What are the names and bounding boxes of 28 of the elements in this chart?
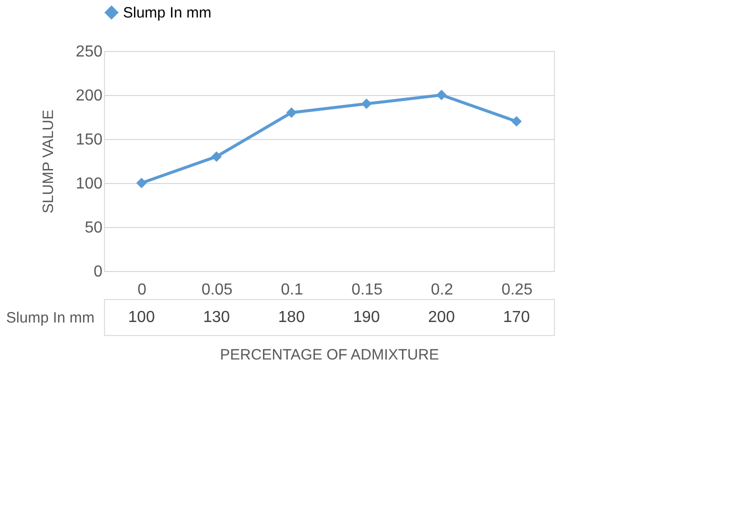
data-label: 180 (278, 309, 305, 326)
point (136, 178, 147, 188)
y-tick-label: 0 (94, 264, 103, 280)
y-tick-label: 100 (76, 176, 103, 192)
y-tick-label: 150 (76, 132, 103, 148)
x-axis-title: PERCENTAGE OF ADMIXTURE (220, 346, 439, 364)
y-tick-label: 250 (76, 44, 103, 60)
x-tick-label: 0.1 (280, 282, 304, 298)
point (361, 98, 372, 110)
x-tick-label: 0.15 (351, 282, 383, 298)
data-label: 170 (503, 309, 530, 326)
point (286, 107, 297, 118)
data-label: 130 (203, 309, 230, 326)
x-tick-label: 0.2 (430, 282, 454, 298)
x-tick-label: 0 (138, 282, 147, 298)
text: Slump In mm (6, 310, 94, 326)
y-axis-title: SLUMP VALUE (40, 110, 57, 214)
data-label: 190 (353, 309, 380, 326)
y-tick-label: 50 (84, 220, 103, 236)
y-tick-label: 200 (76, 88, 103, 104)
point (436, 90, 447, 100)
point (211, 151, 222, 162)
x-tick-label: 0.05 (201, 282, 233, 298)
data-label: 200 (428, 309, 455, 326)
legend-label: Slump In mm (123, 4, 212, 22)
point (511, 116, 522, 127)
x-tick-label: 0.25 (501, 282, 533, 298)
data-label: 100 (128, 309, 155, 326)
